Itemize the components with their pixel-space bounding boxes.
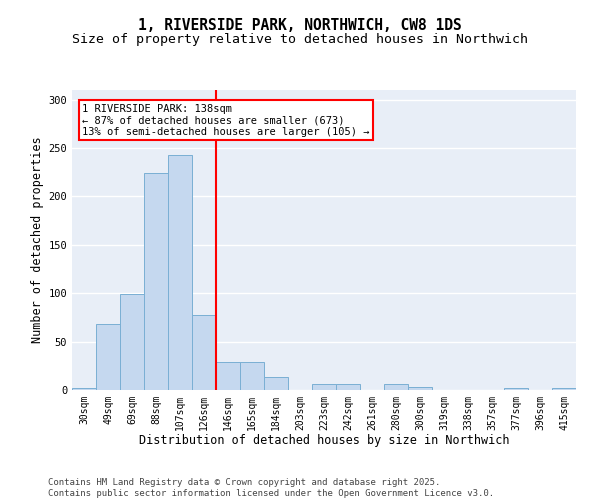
Bar [168,155,192,390]
X-axis label: Distribution of detached houses by size in Northwich: Distribution of detached houses by size … [139,434,509,448]
Bar [216,362,240,390]
Text: 1, RIVERSIDE PARK, NORTHWICH, CW8 1DS: 1, RIVERSIDE PARK, NORTHWICH, CW8 1DS [138,18,462,32]
Bar [120,294,144,390]
Text: 1 RIVERSIDE PARK: 138sqm
← 87% of detached houses are smaller (673)
13% of semi-: 1 RIVERSIDE PARK: 138sqm ← 87% of detach… [82,104,370,136]
Bar [336,384,360,390]
Bar [96,324,120,390]
Bar [72,388,96,390]
Bar [264,378,288,390]
Bar [192,316,216,390]
Bar [504,388,528,390]
Bar [384,384,408,390]
Bar [144,173,168,390]
Bar [312,384,336,390]
Bar [408,387,432,390]
Bar [552,388,576,390]
Text: Contains HM Land Registry data © Crown copyright and database right 2025.
Contai: Contains HM Land Registry data © Crown c… [48,478,494,498]
Text: Size of property relative to detached houses in Northwich: Size of property relative to detached ho… [72,32,528,46]
Bar [240,362,264,390]
Y-axis label: Number of detached properties: Number of detached properties [31,136,44,344]
